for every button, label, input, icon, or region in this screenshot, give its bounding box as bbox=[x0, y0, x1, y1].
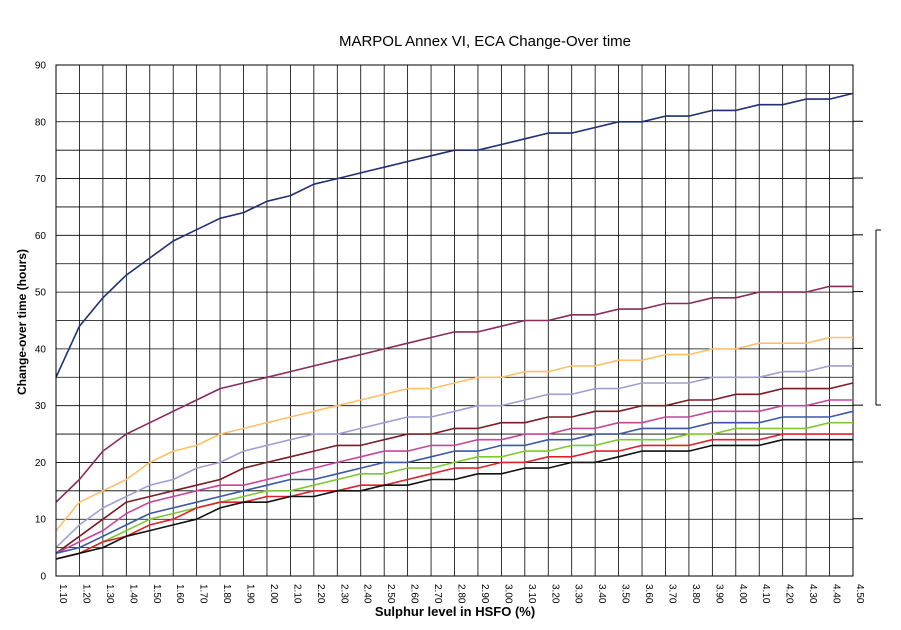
y-tick-label: 70 bbox=[35, 174, 47, 185]
x-tick-label: 3.60 bbox=[643, 584, 654, 604]
x-tick-label: 2.10 bbox=[291, 584, 302, 604]
x-tick-label: 2.70 bbox=[432, 584, 443, 604]
axes bbox=[55, 65, 853, 577]
y-tick-label: 90 bbox=[35, 61, 47, 72]
y-tick-label: 0 bbox=[40, 572, 46, 583]
x-tick-label: 3.40 bbox=[596, 584, 607, 604]
y-tick-label: 10 bbox=[35, 515, 47, 526]
series-line-maroon bbox=[55, 285, 853, 503]
x-tick-label: 1.20 bbox=[80, 584, 91, 604]
x-tick-label: 4.20 bbox=[784, 584, 795, 604]
x-tick-label: 3.00 bbox=[502, 584, 513, 604]
x-tick-label: 1.90 bbox=[245, 584, 256, 604]
x-tick-label: 1.80 bbox=[221, 584, 232, 604]
series-line-blue bbox=[55, 410, 854, 555]
chart-title: MARPOL Annex VI, ECA Change-Over time bbox=[338, 33, 632, 50]
x-tick-label: 1.40 bbox=[127, 584, 138, 604]
series-line-darkred bbox=[55, 382, 854, 554]
series-line-green bbox=[55, 421, 853, 560]
x-tick-label: 2.60 bbox=[409, 584, 420, 604]
x-tick-label: 1.50 bbox=[151, 584, 162, 604]
series-line-red bbox=[55, 433, 853, 560]
series-line-black bbox=[55, 438, 853, 560]
x-tick-label: 2.90 bbox=[479, 584, 490, 604]
x-tick-label: 3.70 bbox=[666, 584, 677, 604]
x-tick-label: 2.50 bbox=[385, 584, 396, 604]
legend-stub bbox=[875, 229, 881, 406]
x-tick-label: 2.80 bbox=[456, 584, 467, 604]
series-line-magenta bbox=[55, 399, 853, 555]
y-tick-label: 60 bbox=[35, 231, 47, 242]
x-tick-label: 4.00 bbox=[737, 584, 748, 604]
series-line-navy bbox=[55, 92, 854, 378]
y-tick-label: 30 bbox=[35, 401, 47, 412]
series-line-lavender bbox=[55, 365, 853, 549]
x-tick-label: 4.50 bbox=[854, 584, 865, 604]
x-tick-label: 2.20 bbox=[315, 584, 326, 604]
x-tick-label: 3.80 bbox=[690, 584, 701, 604]
x-tick-label: 1.60 bbox=[174, 584, 185, 604]
x-tick-label: 3.10 bbox=[526, 584, 537, 604]
x-tick-label: 3.30 bbox=[573, 584, 584, 604]
y-tick-label: 80 bbox=[35, 117, 47, 128]
x-tick-label: 4.10 bbox=[760, 584, 771, 604]
y-tick-label: 40 bbox=[35, 344, 47, 355]
x-tick-label: 2.00 bbox=[268, 584, 279, 604]
x-tick-label: 1.10 bbox=[57, 584, 68, 604]
x-tick-label: 1.70 bbox=[198, 584, 209, 604]
x-tick-label: 4.40 bbox=[831, 584, 842, 604]
x-tick-label: 4.30 bbox=[807, 584, 818, 604]
x-tick-label: 3.50 bbox=[620, 584, 631, 604]
x-tick-label: 1.30 bbox=[104, 584, 115, 604]
x-tick-label: 2.30 bbox=[338, 584, 349, 604]
x-tick-label: 2.40 bbox=[362, 584, 373, 604]
y-tick-label: 20 bbox=[35, 458, 47, 469]
x-tick-label: 3.20 bbox=[549, 584, 560, 604]
x-tick-label: 3.90 bbox=[713, 584, 724, 604]
series-layer bbox=[55, 92, 854, 560]
tick-labels: 0 10 20 30 40 50 60 70 80 90 1.10 1.20 1.30 1.40 1.50 1… bbox=[35, 61, 865, 604]
series-line-orange bbox=[55, 336, 853, 532]
x-axis-label: Sulphur level in HSFO (%) bbox=[374, 604, 536, 619]
y-tick-label: 50 bbox=[35, 288, 47, 299]
